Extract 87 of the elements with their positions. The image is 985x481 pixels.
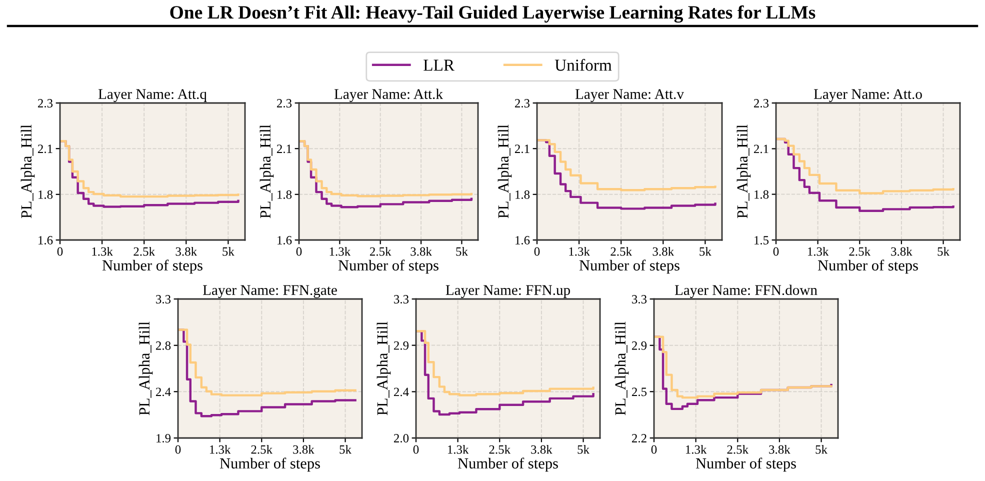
x-tick-label: 2.5k xyxy=(727,444,749,454)
y-tick-label: 2.9 xyxy=(632,341,647,350)
x-tick-label: 5k xyxy=(578,444,590,454)
x-tick-label: 5k xyxy=(456,246,468,256)
text: One LR Doesn’t Fit All: Heavy-Tail Guided Layerwise Learning Rates for LLMs xyxy=(170,5,816,23)
y-tick-label: 2.9 xyxy=(394,341,409,350)
x-tick-label: 1.3k xyxy=(92,246,113,256)
y-tick-label: 2.4 xyxy=(156,388,171,396)
y-tick-label: 3.3 xyxy=(156,295,171,304)
x-tick-label: 0 xyxy=(651,445,657,454)
y-tick-label: 2.4 xyxy=(394,388,409,396)
x-tick-label: 0 xyxy=(296,247,302,256)
x-tick-label: 5k xyxy=(340,444,352,454)
legend-label: Uniform xyxy=(554,58,612,71)
y-tick-label: 2.0 xyxy=(394,434,409,443)
x-tick-label: 1.3k xyxy=(330,246,351,256)
y-tick-label: 2.5 xyxy=(632,388,647,396)
y-tick-label: 3.3 xyxy=(394,295,409,304)
x-tick-label: 2.5k xyxy=(849,246,871,256)
y-axis-title: PL_Alpha_Hill xyxy=(260,124,274,218)
x-tick-label: 2.5k xyxy=(489,444,511,454)
x-tick-label: 1.3k xyxy=(448,444,469,454)
y-tick-label: 1.9 xyxy=(156,434,171,443)
x-tick-label: 5k xyxy=(700,246,712,256)
x-tick-label: 2.5k xyxy=(370,246,392,256)
x-tick-label: 2.5k xyxy=(610,246,632,256)
y-axis-title: PL_Alpha_Hill xyxy=(376,322,391,416)
x-tick-label: 0 xyxy=(57,247,63,256)
x-tick-label: 3.8k xyxy=(410,246,432,256)
chart-title: Layer Name: FFN.up xyxy=(446,285,570,298)
y-tick-label: 2.1 xyxy=(514,144,530,154)
x-tick-label: 1.3k xyxy=(569,246,590,256)
x-tick-label: 0 xyxy=(413,445,419,454)
x-tick-label: 3.8k xyxy=(531,444,552,454)
y-tick-label: 2.1 xyxy=(38,144,52,154)
x-axis-title: Number of steps xyxy=(818,260,918,274)
y-tick-label: 1.6 xyxy=(38,236,53,245)
y-tick-label: 2.3 xyxy=(38,99,53,108)
x-tick-label: 0 xyxy=(175,445,181,454)
x-axis-title: Number of steps xyxy=(102,260,202,274)
x-tick-label: 3.8k xyxy=(891,246,912,256)
chart-title: Layer Name: Att.v xyxy=(575,89,684,102)
x-tick-label: 2.5k xyxy=(251,444,273,454)
y-tick-label: 1.8 xyxy=(754,190,769,199)
y-axis-title: PL_Alpha_Hill xyxy=(736,124,751,218)
x-tick-label: 3.8k xyxy=(176,246,198,256)
x-tick-label: 5k xyxy=(816,444,828,454)
x-tick-label: 0 xyxy=(773,247,779,256)
x-tick-label: 3.8k xyxy=(293,444,314,454)
y-tick-label: 2.1 xyxy=(754,144,768,154)
x-tick-label: 3.8k xyxy=(769,444,790,454)
x-tick-label: 2.5k xyxy=(134,246,156,256)
x-tick-label: 5k xyxy=(938,246,950,256)
x-tick-label: 5k xyxy=(222,246,234,256)
y-axis-title: PL_Alpha_Hill xyxy=(498,124,512,218)
chart-title: Layer Name: Att.o xyxy=(814,89,922,102)
y-tick-label: 1.6 xyxy=(516,236,530,245)
y-tick-label: 1.5 xyxy=(754,236,769,245)
x-axis-title: Number of steps xyxy=(458,458,558,472)
chart-title: Layer Name: Att.q xyxy=(98,89,207,102)
y-tick-label: 2.1 xyxy=(276,144,292,154)
y-tick-label: 2.8 xyxy=(156,341,171,350)
y-axis-title: PL_Alpha_Hill xyxy=(20,124,35,218)
chart-title: Layer Name: Att.k xyxy=(334,88,443,102)
y-tick-label: 1.6 xyxy=(278,236,292,245)
chart-title: Layer Name: FFN.down xyxy=(674,284,818,298)
legend-label: LLR xyxy=(424,60,455,71)
y-tick-label: 1.8 xyxy=(278,190,292,199)
chart-title: Layer Name: FFN.gate xyxy=(202,285,337,298)
x-tick-label: 0 xyxy=(534,247,540,256)
x-axis-title: Number of steps xyxy=(696,458,796,472)
x-axis-title: Number of steps xyxy=(579,260,680,274)
x-tick-label: 1.3k xyxy=(210,444,231,454)
x-tick-label: 3.8k xyxy=(652,246,674,256)
y-tick-label: 2.3 xyxy=(276,99,292,108)
x-tick-label: 1.3k xyxy=(686,444,707,454)
y-tick-label: 1.8 xyxy=(516,190,530,199)
y-tick-label: 1.8 xyxy=(38,190,53,199)
y-tick-label: 2.2 xyxy=(632,434,646,443)
y-axis-title: PL_Alpha_Hill xyxy=(614,322,629,416)
y-tick-label: 2.3 xyxy=(514,99,530,108)
y-tick-label: 3.3 xyxy=(632,295,647,304)
x-tick-label: 1.3k xyxy=(808,246,829,256)
y-axis-title: PL_Alpha_Hill xyxy=(138,322,153,416)
x-axis-title: Number of steps xyxy=(338,260,438,274)
y-tick-label: 2.3 xyxy=(754,99,769,108)
x-axis-title: Number of steps xyxy=(220,458,320,472)
